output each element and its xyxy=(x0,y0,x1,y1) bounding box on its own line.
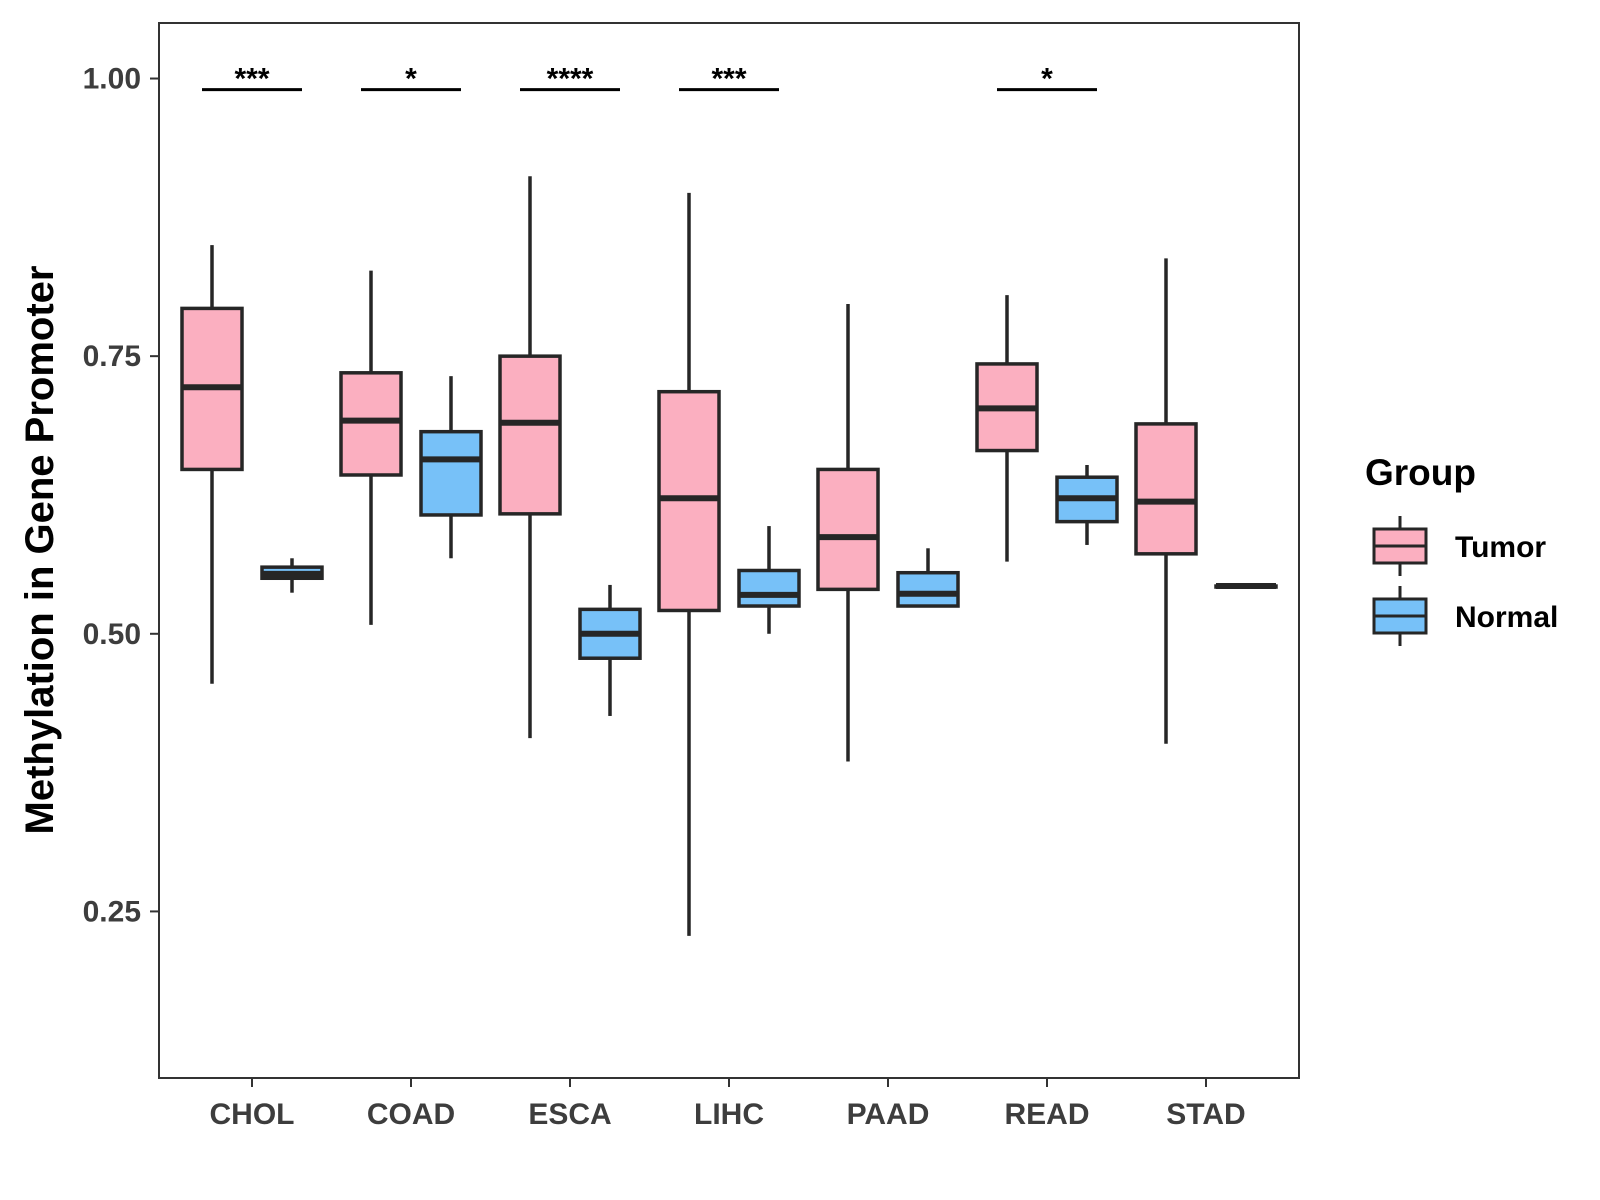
box-normal-lihc xyxy=(737,526,801,634)
legend-entry-normal: Normal xyxy=(1372,586,1558,646)
legend-entries: Tumor Normal xyxy=(1372,516,1558,646)
y-tick-label: 0.75 xyxy=(83,340,141,373)
box-body xyxy=(498,354,562,516)
x-tick-label: PAAD xyxy=(847,1098,930,1131)
y-axis: 0.25 0.50 0.75 1.00 xyxy=(83,63,159,928)
box-normal-stad xyxy=(1214,583,1278,590)
significance-label: *** xyxy=(711,63,746,96)
x-tick-label: STAD xyxy=(1166,1098,1245,1131)
x-tick-label: COAD xyxy=(367,1098,455,1131)
box-tumor-lihc xyxy=(657,192,721,936)
box-tumor-coad xyxy=(339,270,403,625)
legend-label: Tumor xyxy=(1455,531,1546,564)
box-normal-chol xyxy=(260,558,324,593)
legend: Group Tumor Normal xyxy=(1365,452,1558,646)
legend-entry-tumor: Tumor xyxy=(1372,516,1546,576)
box-tumor-chol xyxy=(180,245,244,684)
significance-label: *** xyxy=(234,63,269,96)
significance-chol: *** xyxy=(202,63,302,96)
box-body xyxy=(896,570,960,608)
x-tick-label: LIHC xyxy=(694,1098,764,1131)
significance-label: * xyxy=(1041,63,1053,96)
significance-label: **** xyxy=(547,63,594,96)
box-body xyxy=(816,467,880,592)
box-body xyxy=(737,568,801,608)
boxes-layer xyxy=(180,176,1278,936)
box-body xyxy=(339,371,403,477)
panel-background xyxy=(159,23,1299,1078)
significance-label: * xyxy=(405,63,417,96)
box-tumor-read xyxy=(975,295,1039,562)
box-body xyxy=(1134,422,1198,556)
box-normal-esca xyxy=(578,584,642,716)
x-tick-label: ESCA xyxy=(528,1098,611,1131)
box-body xyxy=(419,429,483,517)
x-tick-label: CHOL xyxy=(210,1098,295,1131)
significance-coad: * xyxy=(361,63,461,96)
box-tumor-stad xyxy=(1134,258,1198,744)
box-normal-coad xyxy=(419,376,483,559)
y-tick-label: 0.50 xyxy=(83,618,141,651)
significance-read: * xyxy=(997,63,1097,96)
significance-esca: **** xyxy=(520,63,620,96)
x-axis: CHOL COAD ESCA LIHC PAAD READ STAD xyxy=(210,1078,1246,1131)
box-tumor-esca xyxy=(498,176,562,739)
significance-layer: *** * **** *** * xyxy=(202,63,1097,96)
x-tick-label: READ xyxy=(1004,1098,1089,1131)
legend-title: Group xyxy=(1365,452,1476,493)
y-tick-label: 0.25 xyxy=(83,895,141,928)
box-tumor-paad xyxy=(816,303,880,762)
legend-label: Normal xyxy=(1455,601,1558,634)
box-normal-read xyxy=(1055,464,1119,545)
significance-lihc: *** xyxy=(679,63,779,96)
y-axis-title: Methylation in Gene Promoter xyxy=(18,266,62,835)
y-tick-label: 1.00 xyxy=(83,63,141,96)
box-normal-paad xyxy=(896,548,960,608)
